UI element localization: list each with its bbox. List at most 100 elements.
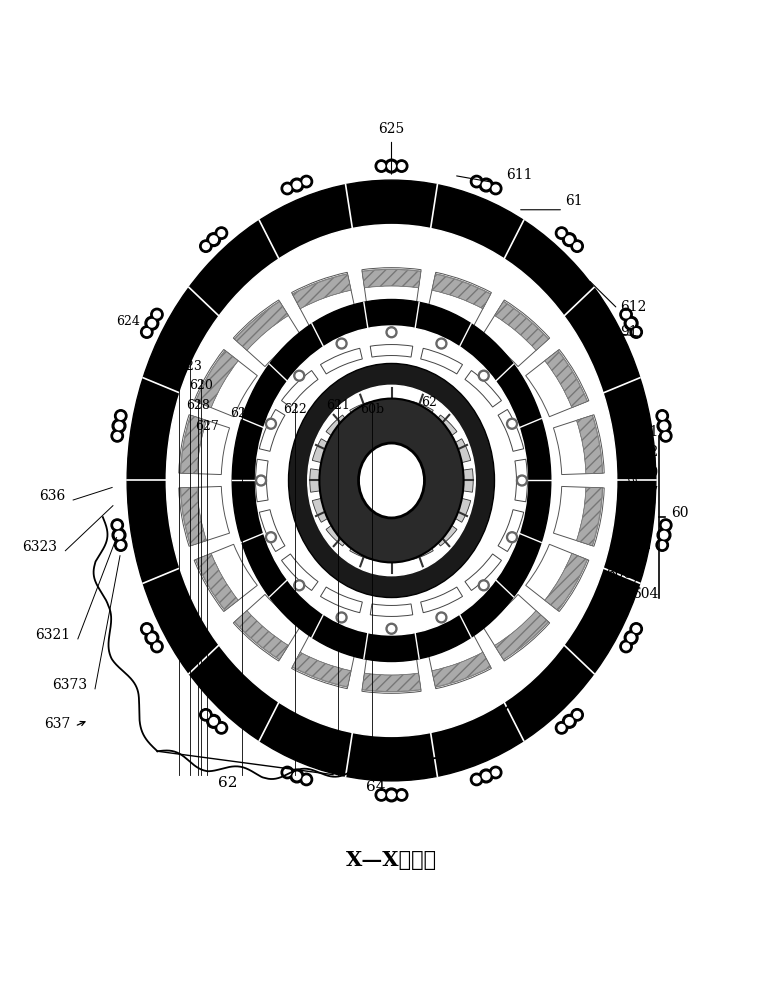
Circle shape bbox=[657, 528, 671, 542]
Wedge shape bbox=[320, 587, 363, 613]
Wedge shape bbox=[282, 554, 318, 590]
Ellipse shape bbox=[288, 363, 495, 598]
Wedge shape bbox=[233, 300, 301, 367]
Wedge shape bbox=[362, 269, 421, 288]
Wedge shape bbox=[180, 415, 207, 474]
Wedge shape bbox=[362, 649, 421, 693]
Circle shape bbox=[141, 623, 153, 635]
Text: 61: 61 bbox=[565, 194, 583, 208]
Circle shape bbox=[258, 477, 264, 484]
Circle shape bbox=[571, 709, 583, 721]
Text: 622: 622 bbox=[283, 403, 307, 416]
Text: 606: 606 bbox=[606, 567, 633, 581]
Circle shape bbox=[436, 440, 444, 448]
Circle shape bbox=[445, 464, 453, 471]
Wedge shape bbox=[310, 469, 355, 492]
Wedge shape bbox=[350, 401, 383, 449]
Circle shape bbox=[555, 722, 568, 734]
Ellipse shape bbox=[166, 225, 617, 736]
Circle shape bbox=[388, 329, 395, 335]
Wedge shape bbox=[362, 268, 421, 312]
Text: 6321: 6321 bbox=[35, 628, 70, 642]
Circle shape bbox=[620, 640, 632, 653]
Wedge shape bbox=[194, 349, 258, 417]
Circle shape bbox=[622, 311, 630, 318]
Text: 626: 626 bbox=[168, 342, 191, 355]
Wedge shape bbox=[413, 415, 457, 459]
Circle shape bbox=[519, 477, 525, 484]
Text: 629: 629 bbox=[230, 407, 254, 420]
Circle shape bbox=[565, 236, 573, 243]
Wedge shape bbox=[525, 349, 589, 417]
Circle shape bbox=[153, 643, 161, 650]
Wedge shape bbox=[350, 512, 383, 560]
Circle shape bbox=[114, 539, 127, 551]
Circle shape bbox=[482, 772, 490, 780]
Wedge shape bbox=[400, 401, 433, 449]
Wedge shape bbox=[420, 348, 463, 374]
Wedge shape bbox=[498, 409, 524, 451]
Wedge shape bbox=[576, 415, 603, 474]
Wedge shape bbox=[259, 510, 285, 552]
Circle shape bbox=[436, 338, 447, 349]
Text: 62: 62 bbox=[421, 396, 437, 409]
Wedge shape bbox=[312, 439, 360, 472]
Circle shape bbox=[479, 178, 493, 192]
Circle shape bbox=[145, 316, 159, 330]
Circle shape bbox=[210, 236, 218, 243]
Circle shape bbox=[114, 522, 121, 529]
Circle shape bbox=[436, 513, 444, 521]
Text: 603: 603 bbox=[614, 547, 640, 561]
Text: 91: 91 bbox=[620, 325, 637, 339]
Circle shape bbox=[388, 791, 395, 799]
Text: 623: 623 bbox=[179, 360, 202, 373]
Wedge shape bbox=[370, 604, 413, 616]
Circle shape bbox=[482, 181, 490, 189]
Circle shape bbox=[471, 175, 483, 188]
Circle shape bbox=[330, 490, 338, 497]
Circle shape bbox=[558, 230, 565, 237]
Wedge shape bbox=[196, 553, 238, 611]
Wedge shape bbox=[194, 544, 258, 612]
Circle shape bbox=[255, 475, 266, 486]
Circle shape bbox=[203, 243, 209, 250]
Wedge shape bbox=[292, 274, 351, 309]
Circle shape bbox=[478, 370, 489, 381]
Circle shape bbox=[481, 373, 487, 379]
Circle shape bbox=[384, 159, 399, 173]
Circle shape bbox=[339, 440, 347, 448]
Circle shape bbox=[141, 326, 153, 338]
Circle shape bbox=[445, 490, 453, 497]
Circle shape bbox=[218, 230, 225, 237]
Circle shape bbox=[375, 160, 388, 172]
Circle shape bbox=[386, 623, 397, 634]
Text: 64: 64 bbox=[366, 780, 386, 794]
Wedge shape bbox=[427, 631, 492, 689]
Wedge shape bbox=[432, 274, 491, 309]
Circle shape bbox=[656, 410, 669, 422]
Circle shape bbox=[215, 722, 228, 734]
Circle shape bbox=[399, 542, 407, 549]
Circle shape bbox=[388, 162, 395, 170]
Wedge shape bbox=[179, 415, 229, 475]
Text: 624: 624 bbox=[116, 315, 139, 328]
Wedge shape bbox=[370, 345, 413, 357]
Circle shape bbox=[268, 421, 274, 427]
Text: 621: 621 bbox=[327, 399, 350, 412]
Ellipse shape bbox=[319, 399, 464, 562]
Circle shape bbox=[290, 769, 304, 783]
Text: 611: 611 bbox=[506, 168, 532, 182]
Text: 6323: 6323 bbox=[23, 540, 58, 554]
Wedge shape bbox=[525, 544, 589, 612]
Text: 60b: 60b bbox=[360, 403, 384, 416]
Wedge shape bbox=[576, 487, 603, 546]
Circle shape bbox=[478, 580, 489, 591]
Circle shape bbox=[296, 582, 302, 588]
Circle shape bbox=[562, 233, 576, 246]
Circle shape bbox=[493, 185, 499, 192]
Circle shape bbox=[384, 788, 399, 802]
Circle shape bbox=[624, 316, 638, 330]
Circle shape bbox=[659, 430, 672, 442]
Circle shape bbox=[517, 475, 528, 486]
Circle shape bbox=[376, 542, 384, 549]
